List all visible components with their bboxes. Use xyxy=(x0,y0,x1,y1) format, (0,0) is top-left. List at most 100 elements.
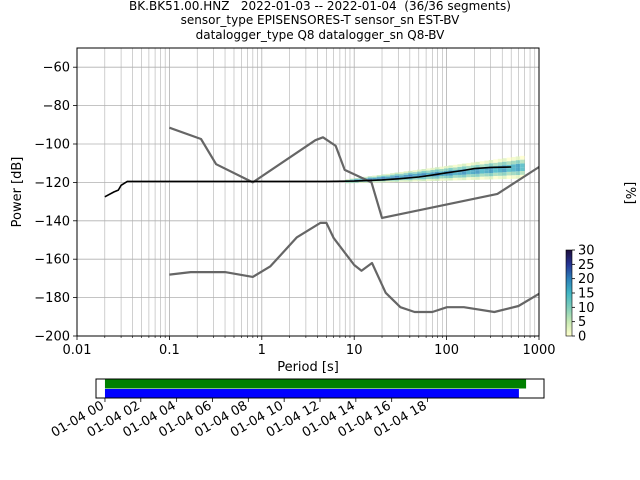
density-cell xyxy=(349,178,355,180)
density-cell xyxy=(484,163,489,167)
density-cell xyxy=(425,168,431,171)
density-cell xyxy=(506,157,512,162)
noise-model-nhnm xyxy=(169,126,540,219)
density-cell xyxy=(506,175,512,179)
density-cell xyxy=(515,156,521,161)
density-cell xyxy=(376,181,382,183)
density-cell xyxy=(506,161,512,165)
density-cell xyxy=(470,177,476,180)
density-cell xyxy=(349,179,355,181)
density-cell xyxy=(421,173,426,176)
density-cell xyxy=(475,176,480,180)
density-cell xyxy=(475,161,480,165)
x-axis-label: Period [s] xyxy=(277,360,339,375)
density-cell xyxy=(372,176,377,178)
density-cell xyxy=(439,176,444,179)
density-cell xyxy=(497,175,503,180)
density-cell xyxy=(439,171,444,174)
density-cell xyxy=(502,158,507,162)
density-cell xyxy=(399,178,404,181)
density-cell xyxy=(502,161,507,166)
density-cell xyxy=(515,163,521,168)
density-cell xyxy=(520,163,525,168)
density-cell xyxy=(443,178,449,181)
density-cell xyxy=(421,169,426,172)
density-cell xyxy=(443,175,449,179)
density-cell xyxy=(421,171,426,174)
density-cell xyxy=(381,174,386,176)
colorbar-tick-label: 5 xyxy=(578,315,586,330)
colorbar-tick-label: 30 xyxy=(578,244,595,259)
density-cell xyxy=(412,172,418,174)
density-cell xyxy=(520,167,525,172)
x-tick-label: 10 xyxy=(346,343,363,358)
density-cell xyxy=(475,170,480,174)
density-cell xyxy=(475,167,480,171)
density-cell xyxy=(470,171,476,175)
density-cell xyxy=(363,181,368,183)
density-cell xyxy=(394,180,400,182)
x-tick-label: 1 xyxy=(258,343,266,358)
density-cell xyxy=(394,172,400,175)
density-cell xyxy=(439,168,444,172)
density-cell xyxy=(511,171,516,176)
density-cell xyxy=(515,160,521,164)
y-tick-label: −60 xyxy=(43,61,70,76)
density-cell xyxy=(448,172,453,176)
x-tick-label: 100 xyxy=(434,343,459,358)
density-cell xyxy=(520,171,525,175)
density-cell xyxy=(439,178,444,181)
density-cell xyxy=(372,181,377,183)
density-cell xyxy=(470,162,476,166)
density-cell xyxy=(497,158,503,163)
density-cell xyxy=(452,164,458,168)
density-cell xyxy=(511,175,516,179)
density-cell xyxy=(417,179,422,182)
density-cell xyxy=(372,175,377,177)
density-cell xyxy=(470,165,476,169)
density-cell xyxy=(434,171,440,175)
density-cell xyxy=(363,177,368,179)
density-cell xyxy=(448,178,453,181)
density-cell xyxy=(434,169,440,172)
timeline-bar xyxy=(104,389,519,398)
density-cell xyxy=(434,176,440,179)
density-cell xyxy=(385,173,391,176)
density-cell xyxy=(443,166,449,169)
density-cell xyxy=(358,182,364,183)
density-cell xyxy=(425,179,431,182)
density-cell xyxy=(457,177,462,181)
density-cell xyxy=(448,167,453,171)
colorbar-tick-label: 10 xyxy=(578,301,595,316)
density-cell xyxy=(358,179,364,181)
density-cell xyxy=(434,178,440,181)
density-cell xyxy=(417,169,422,172)
density-cell xyxy=(497,162,503,166)
density-cell xyxy=(417,177,422,180)
density-cell xyxy=(417,171,422,174)
density-cell xyxy=(488,169,494,173)
density-cell xyxy=(390,180,395,183)
density-cell xyxy=(349,181,355,183)
density-cell xyxy=(466,177,471,181)
density-cell xyxy=(511,160,516,165)
y-tick-label: −200 xyxy=(34,330,70,345)
y-tick-label: −120 xyxy=(34,176,70,191)
density-cell xyxy=(502,172,507,176)
density-cell xyxy=(421,179,426,182)
density-cell xyxy=(470,168,476,172)
x-tick-label: 0.1 xyxy=(159,343,180,358)
density-cell xyxy=(461,166,467,170)
timeline-bar xyxy=(104,379,527,389)
density-cell xyxy=(479,164,485,168)
density-cell xyxy=(430,178,435,182)
density-cell xyxy=(443,168,449,171)
density-cell xyxy=(452,172,458,176)
density-cell xyxy=(408,174,413,177)
density-cell xyxy=(502,175,507,180)
density-cell xyxy=(479,161,485,165)
y-tick-label: −100 xyxy=(34,138,70,153)
density-cell xyxy=(439,173,444,177)
